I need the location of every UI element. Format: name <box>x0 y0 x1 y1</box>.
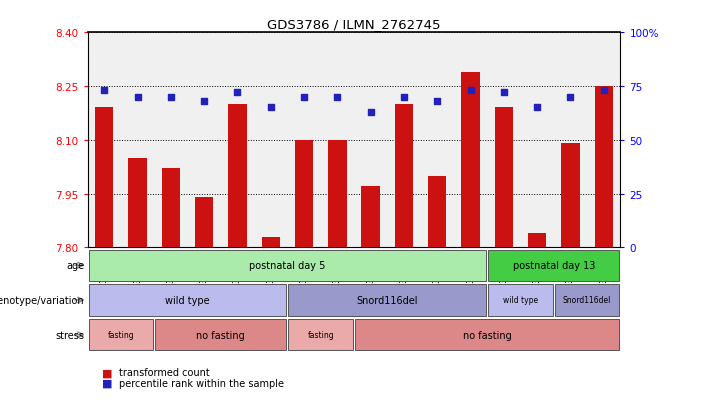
Text: transformed count: transformed count <box>119 368 210 377</box>
Point <box>465 88 476 94</box>
Bar <box>395 104 413 248</box>
Text: genotype/variation: genotype/variation <box>0 295 84 305</box>
Point <box>299 94 310 101</box>
Text: ■: ■ <box>102 368 112 377</box>
Point <box>99 88 110 94</box>
Point <box>265 105 276 112</box>
Bar <box>594 87 613 248</box>
Point <box>398 94 409 101</box>
Bar <box>261 237 280 248</box>
Point <box>598 88 609 94</box>
Text: wild type: wild type <box>165 295 210 305</box>
Text: postnatal day 13: postnatal day 13 <box>512 261 595 271</box>
Text: Snord116del: Snord116del <box>563 296 611 305</box>
Text: Snord116del: Snord116del <box>357 295 418 305</box>
Bar <box>488 250 620 281</box>
Title: GDS3786 / ILMN_2762745: GDS3786 / ILMN_2762745 <box>267 17 441 31</box>
Point <box>432 98 443 105</box>
Text: wild type: wild type <box>503 296 538 305</box>
Point <box>198 98 210 105</box>
Text: fasting: fasting <box>308 330 334 339</box>
Bar <box>428 176 447 248</box>
Bar <box>88 250 486 281</box>
Text: fasting: fasting <box>108 330 134 339</box>
Point <box>232 90 243 97</box>
Bar <box>355 319 620 351</box>
Bar <box>88 319 154 351</box>
Bar <box>295 140 313 248</box>
Bar <box>362 187 380 248</box>
Text: no fasting: no fasting <box>196 330 245 340</box>
Bar <box>328 140 346 248</box>
Text: ■: ■ <box>102 378 112 388</box>
Bar <box>488 285 553 316</box>
Bar <box>95 108 114 248</box>
Text: no fasting: no fasting <box>463 330 512 340</box>
Bar <box>288 319 353 351</box>
Point <box>531 105 543 112</box>
Point <box>365 109 376 116</box>
Bar <box>554 285 620 316</box>
Point <box>132 94 143 101</box>
Text: postnatal day 5: postnatal day 5 <box>250 261 325 271</box>
Text: age: age <box>66 261 84 271</box>
Bar <box>88 285 287 316</box>
Bar <box>229 104 247 248</box>
Bar <box>288 285 486 316</box>
Text: percentile rank within the sample: percentile rank within the sample <box>119 378 284 388</box>
Bar <box>461 72 479 248</box>
Bar <box>128 158 147 248</box>
Point <box>332 94 343 101</box>
Bar <box>562 144 580 248</box>
Bar <box>162 169 180 248</box>
Point <box>165 94 177 101</box>
Bar <box>155 319 287 351</box>
Bar <box>528 233 546 248</box>
Point <box>498 90 510 97</box>
Bar <box>495 108 513 248</box>
Point <box>565 94 576 101</box>
Text: stress: stress <box>55 330 84 340</box>
Bar <box>195 198 213 248</box>
